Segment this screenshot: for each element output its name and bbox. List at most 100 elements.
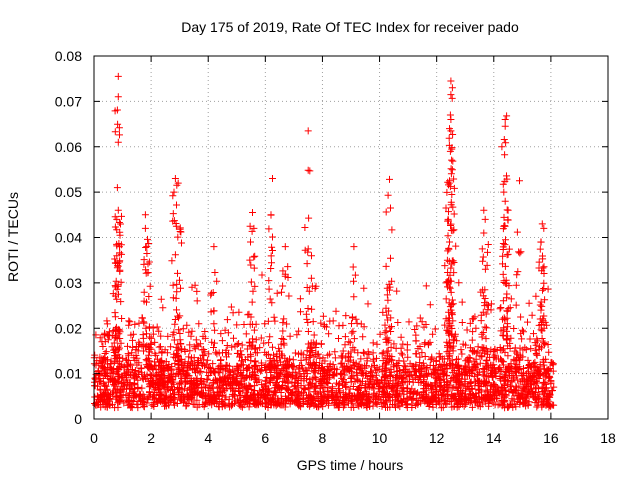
data-point	[315, 378, 323, 386]
data-point	[137, 365, 145, 373]
data-point	[383, 291, 391, 299]
data-point	[535, 384, 542, 392]
data-point	[458, 319, 466, 326]
data-point	[117, 339, 125, 347]
data-point	[465, 358, 473, 366]
data-point	[285, 292, 293, 300]
data-point	[113, 242, 121, 250]
data-point	[320, 321, 328, 329]
data-point	[429, 403, 437, 411]
data-point	[228, 384, 236, 392]
data-point	[422, 321, 430, 328]
data-point	[406, 372, 414, 380]
data-point	[485, 391, 493, 398]
data-point	[304, 305, 312, 312]
data-point	[347, 353, 355, 361]
data-point	[499, 297, 507, 305]
data-point	[349, 327, 357, 335]
data-point	[209, 367, 217, 375]
data-point	[442, 315, 450, 323]
data-point	[165, 373, 173, 381]
data-point	[426, 301, 434, 309]
data-point	[186, 341, 194, 349]
data-point	[269, 343, 276, 351]
data-point	[404, 368, 412, 376]
data-point	[461, 387, 469, 395]
data-point	[359, 398, 367, 406]
data-point	[169, 376, 177, 384]
data-point	[390, 361, 397, 369]
data-point	[449, 131, 457, 138]
data-point	[270, 313, 278, 321]
data-point	[230, 334, 237, 342]
data-point	[161, 394, 169, 402]
data-point	[177, 284, 184, 292]
data-point	[498, 356, 506, 364]
data-point	[480, 229, 488, 237]
data-point	[448, 144, 456, 152]
data-point	[421, 339, 429, 347]
data-point	[448, 156, 456, 164]
data-point	[546, 393, 554, 401]
data-point	[267, 265, 275, 272]
data-point	[173, 288, 181, 296]
data-point	[313, 350, 321, 358]
data-point	[129, 343, 137, 351]
data-point	[388, 323, 395, 330]
data-point	[454, 355, 462, 363]
data-point	[412, 399, 420, 407]
data-point	[351, 271, 359, 279]
data-point	[536, 315, 544, 323]
data-point	[354, 362, 362, 370]
data-point	[145, 293, 153, 300]
data-point	[268, 374, 276, 381]
data-point	[537, 306, 545, 314]
data-point	[477, 395, 485, 403]
data-point	[331, 348, 339, 356]
data-point	[111, 128, 119, 136]
data-point	[264, 404, 272, 411]
data-point	[134, 376, 142, 384]
data-point	[420, 379, 428, 387]
data-point	[463, 355, 471, 363]
data-point	[176, 330, 184, 337]
data-point	[350, 335, 358, 343]
data-point	[307, 274, 315, 282]
data-point	[221, 326, 229, 334]
data-point	[409, 363, 417, 370]
data-point	[170, 217, 178, 225]
data-point	[346, 339, 354, 347]
data-point	[354, 385, 362, 393]
data-point	[273, 379, 280, 386]
data-point	[379, 357, 387, 365]
data-point	[409, 395, 417, 403]
data-point	[381, 329, 389, 337]
data-point	[177, 356, 185, 364]
data-point	[111, 358, 119, 366]
data-point	[301, 385, 309, 393]
data-point	[146, 282, 154, 290]
data-point	[311, 340, 319, 348]
data-point	[508, 377, 516, 385]
data-point	[479, 286, 487, 294]
data-point	[510, 355, 518, 363]
data-point	[247, 261, 255, 269]
data-point	[514, 376, 522, 384]
data-point	[476, 352, 484, 360]
data-point	[233, 321, 241, 329]
data-point	[360, 349, 368, 357]
data-point	[128, 386, 136, 394]
data-point	[396, 403, 404, 411]
data-point	[237, 402, 245, 410]
data-point	[475, 385, 483, 393]
data-point	[187, 332, 195, 340]
data-point	[504, 216, 512, 224]
data-point	[127, 403, 135, 410]
data-point	[304, 166, 312, 174]
data-point	[298, 362, 306, 370]
data-point	[116, 228, 124, 236]
data-point	[442, 204, 450, 212]
data-point	[445, 328, 453, 336]
data-point	[501, 222, 509, 230]
data-point	[415, 379, 423, 386]
